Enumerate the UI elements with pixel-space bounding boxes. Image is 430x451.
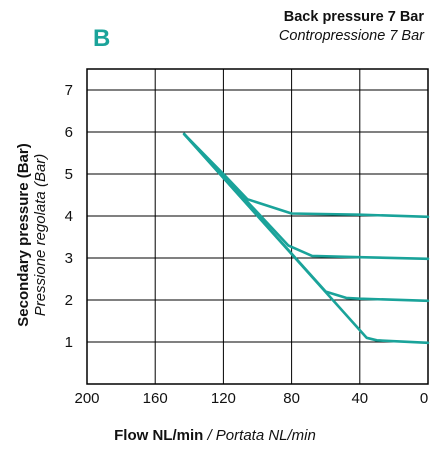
- y-tick-label: 2: [65, 292, 73, 309]
- y-tick-label: 6: [65, 124, 73, 141]
- x-axis-label-alt: / Portata NL/min: [207, 427, 316, 444]
- y-tick-label: 5: [65, 166, 73, 183]
- chart-subtitle: Contropressione 7 Bar: [278, 28, 424, 44]
- y-tick-label: 7: [65, 82, 73, 99]
- x-tick-label: 40: [351, 390, 368, 407]
- tick-labels: 200 160 120 80 40 0 1 2 3 4 5 6 7: [65, 82, 429, 407]
- x-axis-label-main: Flow NL/min: [114, 427, 204, 444]
- x-tick-label: 0: [420, 390, 428, 407]
- series-line-2: [182, 132, 430, 261]
- y-axis-label-main: Secondary pressure (Bar): [14, 143, 32, 327]
- y-axis-label-alt: Pressione regolata (Bar): [32, 153, 49, 317]
- panel-label: B: [93, 25, 111, 52]
- series-lines: [182, 132, 430, 345]
- series-line-4: [182, 132, 430, 345]
- x-tick-label: 80: [283, 390, 300, 407]
- grid-lines: [86, 69, 429, 384]
- plot-frame: [86, 68, 429, 385]
- x-tick-label: 200: [74, 390, 99, 407]
- y-tick-label: 3: [65, 250, 73, 267]
- x-axis-label: Flow NL/min / Portata NL/min: [0, 428, 430, 443]
- x-tick-label: 120: [211, 390, 236, 407]
- series-line-3: [182, 132, 430, 303]
- y-tick-label: 1: [65, 334, 73, 351]
- x-tick-label: 160: [143, 390, 168, 407]
- y-tick-label: 4: [65, 208, 73, 225]
- chart-title: Back pressure 7 Bar: [283, 9, 424, 25]
